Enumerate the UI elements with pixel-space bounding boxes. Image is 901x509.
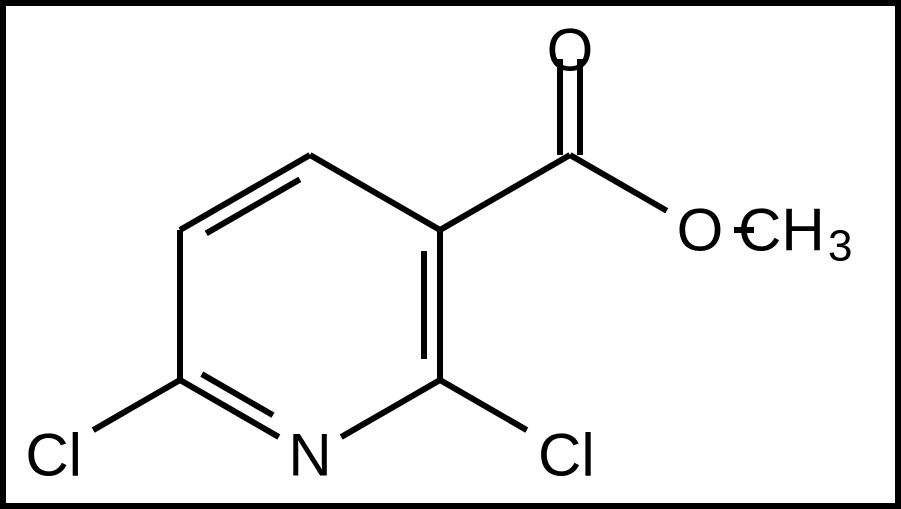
atom-label-O-ester: O — [677, 197, 724, 264]
atom-label-Cl-right: Cl — [538, 422, 595, 489]
atom-label-N: N — [288, 422, 331, 489]
bonds-group — [93, 59, 754, 437]
molecule-svg: NClClOOCH3 — [0, 0, 901, 509]
chemical-structure-frame: NClClOOCH3 — [0, 0, 901, 509]
atom-label-CH3-sub: 3 — [828, 222, 852, 271]
atom-label-CH: CH — [738, 197, 825, 264]
atom-label-Cl-left: Cl — [25, 422, 82, 489]
atom-label-O-carbonyl: O — [547, 17, 594, 84]
